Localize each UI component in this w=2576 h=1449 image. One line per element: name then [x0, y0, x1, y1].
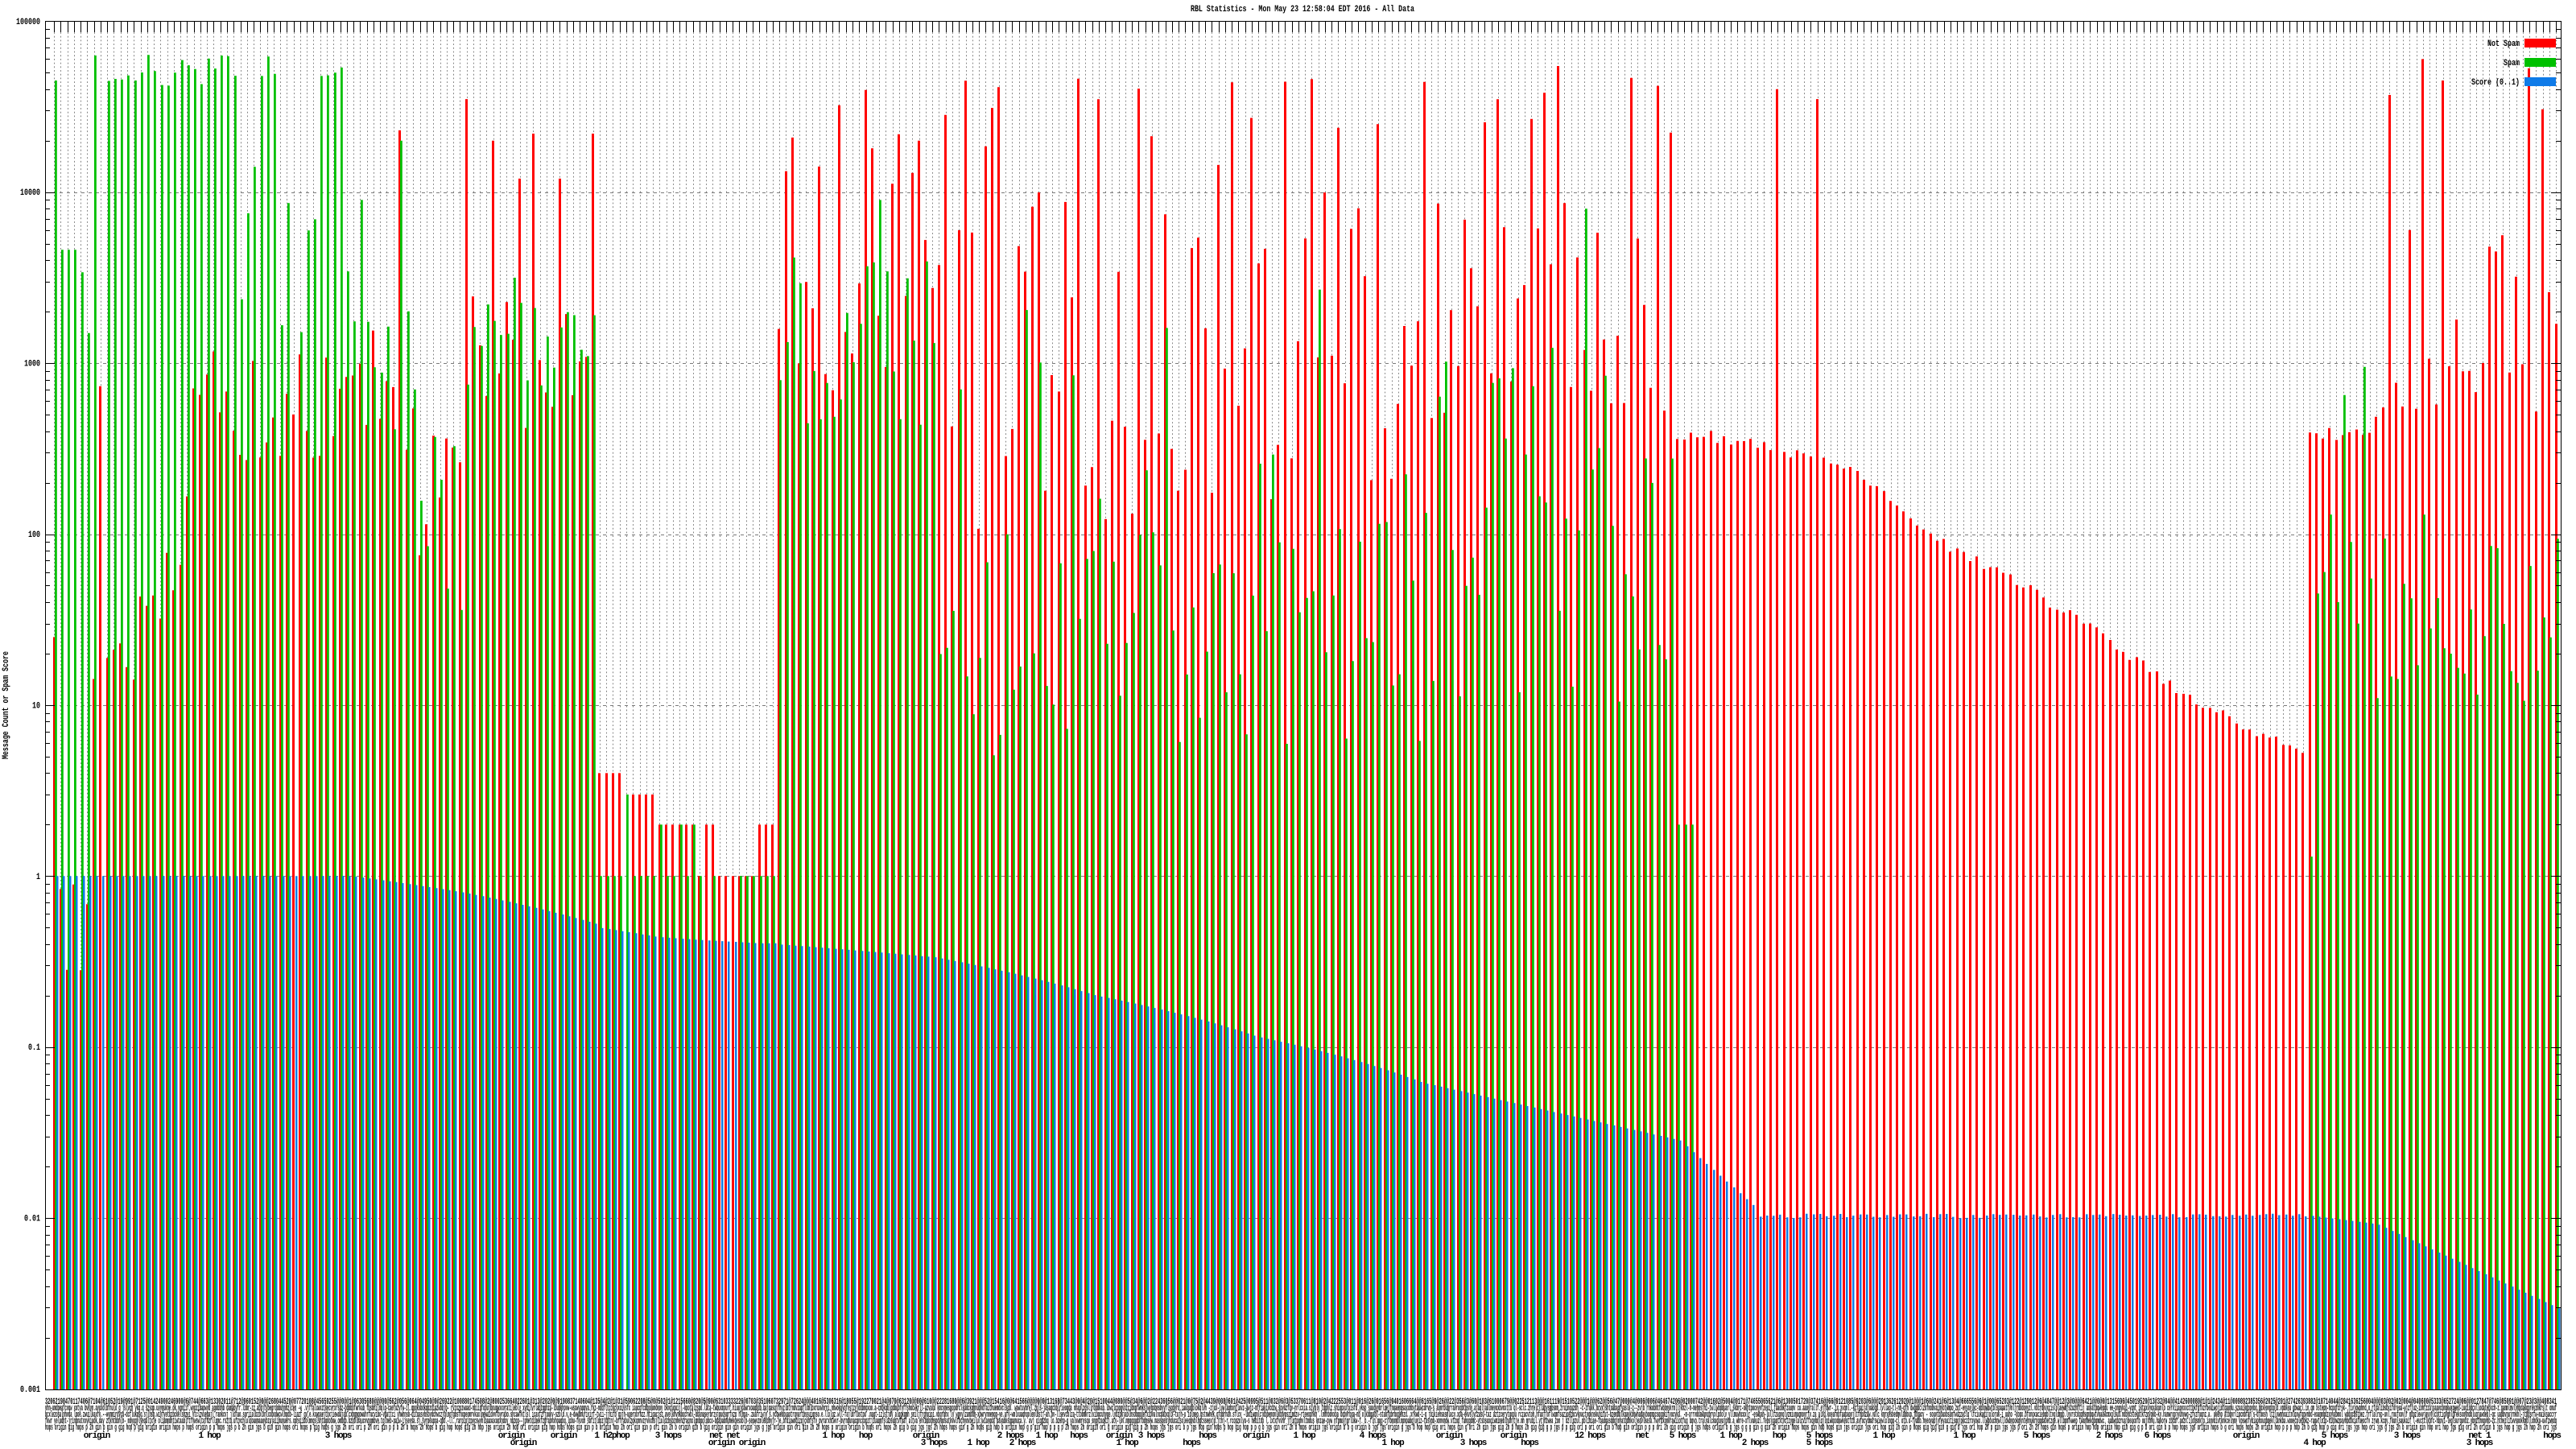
svg-text:1 hop: 1 hop [1293, 1431, 1316, 1441]
svg-text:fkwr yeludht-jrinpnatvxykiudk.: fkwr yeludht-jrinpnatvxykiudk.day ztkhtb… [45, 1417, 2557, 1426]
svg-text:5 hops: 5 hops [1670, 1431, 1696, 1441]
svg-text:bcxlezosalnhvda lpoe.zwuilkaxr: bcxlezosalnhvda lpoe.zwuilkaxrk.--wymmir… [45, 1410, 2557, 1420]
svg-text:1 hop: 1 hop [967, 1439, 990, 1448]
svg-text:origin: origin [510, 1439, 537, 1448]
svg-text:origin: origin [84, 1431, 110, 1441]
svg-text:0.1: 0.1 [28, 1043, 40, 1053]
svg-text:hops: hops [1199, 1431, 1216, 1441]
svg-text:32062198470117406@7104@61052@1: 32062198470117406@7104@61052@19@991@7125… [45, 1397, 2557, 1407]
svg-text:hops: hops [1183, 1439, 1200, 1448]
svg-text:3 hops: 3 hops [655, 1431, 682, 1441]
svg-text:3 hops: 3 hops [2467, 1439, 2493, 1448]
svg-text:1 hop: 1 hop [1719, 1431, 1743, 1441]
svg-text:hops origin gig hops p 2h gin: hops origin gig hops p 2h gin p gin g gi… [45, 1423, 2557, 1433]
svg-text:1 h2phop: 1 h2phop [594, 1431, 630, 1441]
svg-text:origin: origin [1436, 1431, 1463, 1441]
svg-text:12 hops: 12 hops [1575, 1431, 1605, 1441]
svg-text:0.001: 0.001 [20, 1385, 40, 1395]
svg-text:2 hops: 2 hops [997, 1431, 1024, 1441]
svg-text:origin: origin [2233, 1431, 2260, 1441]
svg-text:4 hops: 4 hops [1360, 1431, 1386, 1441]
svg-text:4 hop: 4 hop [2303, 1439, 2326, 1448]
svg-text:net net: net net [709, 1431, 740, 1441]
svg-text:5 hops: 5 hops [1806, 1431, 1833, 1441]
svg-text:5 hops: 5 hops [1806, 1439, 1833, 1448]
svg-text:3 hops: 3 hops [1138, 1431, 1165, 1441]
svg-text:3 hops: 3 hops [2394, 1431, 2421, 1441]
svg-text:3 hops: 3 hops [1460, 1439, 1487, 1448]
svg-text:5 hops: 5 hops [2024, 1431, 2050, 1441]
svg-text:10: 10 [32, 701, 40, 711]
svg-text:origin: origin [1106, 1431, 1133, 1441]
svg-text:1: 1 [36, 873, 40, 882]
svg-text:origin: origin [1243, 1431, 1269, 1441]
svg-text:origin: origin [498, 1431, 525, 1441]
svg-text:0.01: 0.01 [24, 1215, 40, 1224]
svg-text:origin origin: origin origin [708, 1439, 766, 1448]
svg-text:1 hop: 1 hop [1035, 1431, 1059, 1441]
svg-text:2 hops: 2 hops [1742, 1439, 1769, 1448]
svg-text:5 hops: 5 hops [2322, 1431, 2348, 1441]
svg-text:3 hops: 3 hops [921, 1439, 947, 1448]
svg-text:origin: origin [551, 1431, 577, 1441]
svg-text:2 hops: 2 hops [2096, 1431, 2123, 1441]
svg-text:Spam: Spam [2504, 59, 2520, 68]
svg-text:origin: origin [1501, 1431, 1527, 1441]
svg-text:1000: 1000 [24, 360, 40, 369]
svg-text:1 hop: 1 hop [1381, 1439, 1405, 1448]
svg-text:net 1: net 1 [2468, 1431, 2491, 1441]
svg-text:hops: hops [2543, 1431, 2561, 1441]
svg-text:Not Spam: Not Spam [2487, 39, 2520, 49]
svg-text:hop: hop [859, 1431, 873, 1441]
svg-text:6 hops: 6 hops [2145, 1431, 2171, 1441]
svg-text:origin: origin [913, 1431, 939, 1441]
svg-text:10000: 10000 [20, 188, 40, 198]
svg-text:1 hop: 1 hop [1953, 1431, 1976, 1441]
svg-text:1 hop: 1 hop [822, 1431, 845, 1441]
svg-text:hops: hops [1521, 1439, 1538, 1448]
svg-text:Message Count or Spam Score: Message Count or Spam Score [2, 651, 11, 759]
svg-text:vhn-umdpeafcvqw xotya bvkvn.ay: vhn-umdpeafcvqw xotya bvkvn.ayuxdlbfnulo… [45, 1404, 2557, 1414]
svg-text:net: net [1636, 1431, 1649, 1441]
svg-text:1 hop: 1 hop [198, 1431, 221, 1441]
svg-text:100: 100 [28, 530, 40, 540]
svg-text:2 hops: 2 hops [1009, 1439, 1036, 1448]
svg-text:1 hop: 1 hop [1872, 1431, 1896, 1441]
svg-text:1 hop: 1 hop [1116, 1439, 1139, 1448]
svg-text:hops: hops [1070, 1431, 1088, 1441]
svg-text:3 hops: 3 hops [325, 1431, 352, 1441]
svg-text:100000: 100000 [16, 18, 40, 27]
svg-text:RBL Statistics - Mon May 23 12: RBL Statistics - Mon May 23 12:58:04 EDT… [1191, 5, 1414, 14]
svg-text:hop: hop [1773, 1431, 1787, 1441]
svg-text:Score (0..1): Score (0..1) [2471, 78, 2520, 88]
